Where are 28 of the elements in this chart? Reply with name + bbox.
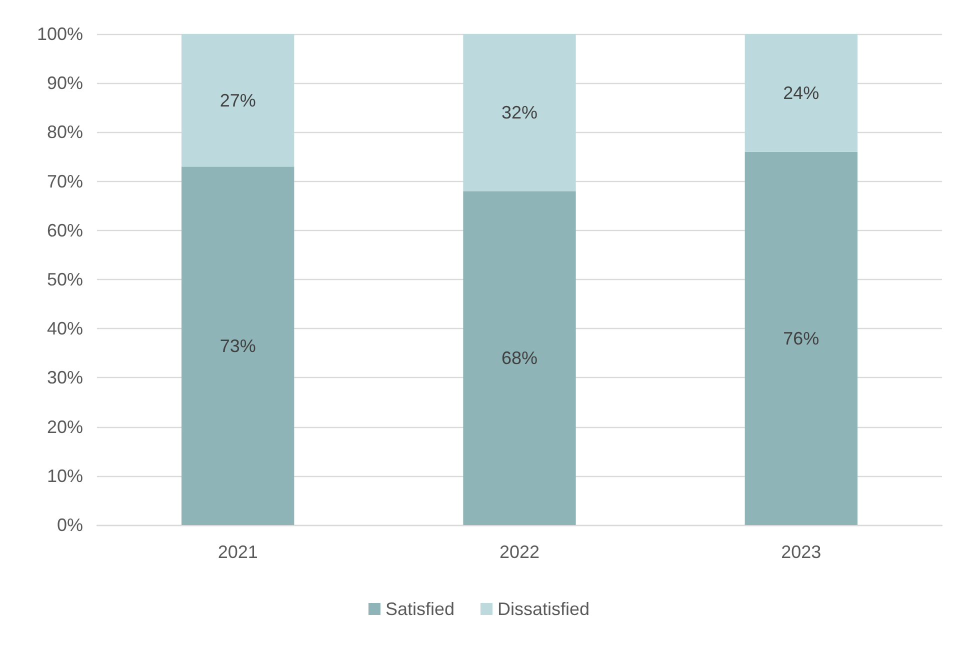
data-label: 68% xyxy=(501,348,538,368)
legend-label: Satisfied xyxy=(385,599,455,619)
data-label: 73% xyxy=(220,336,256,356)
y-tick-label: 40% xyxy=(46,318,83,339)
y-tick-label: 10% xyxy=(46,466,83,486)
y-tick-label: 30% xyxy=(46,368,83,388)
y-tick-label: 70% xyxy=(46,171,83,192)
y-tick-label: 20% xyxy=(46,416,83,437)
data-label: 76% xyxy=(783,328,820,348)
data-label: 27% xyxy=(220,90,256,110)
x-tick-label: 2023 xyxy=(781,542,822,562)
bar xyxy=(744,152,858,525)
y-tick-label: 0% xyxy=(56,515,83,535)
y-tick-label: 60% xyxy=(46,220,83,240)
y-tick-label: 90% xyxy=(46,73,83,94)
bar xyxy=(744,34,858,152)
data-label: 32% xyxy=(501,102,538,123)
y-tick-label: 80% xyxy=(46,122,83,142)
bar xyxy=(182,166,294,525)
x-tick-label: 2021 xyxy=(218,542,258,562)
legend-label: Dissatisfied xyxy=(498,599,590,619)
x-tick-label: 2022 xyxy=(499,542,540,562)
y-tick-label: 50% xyxy=(46,270,83,290)
bar xyxy=(463,34,576,192)
data-label: 24% xyxy=(783,82,820,103)
bar xyxy=(182,34,294,167)
y-tick-label: 100% xyxy=(36,24,83,44)
bar xyxy=(463,191,576,525)
